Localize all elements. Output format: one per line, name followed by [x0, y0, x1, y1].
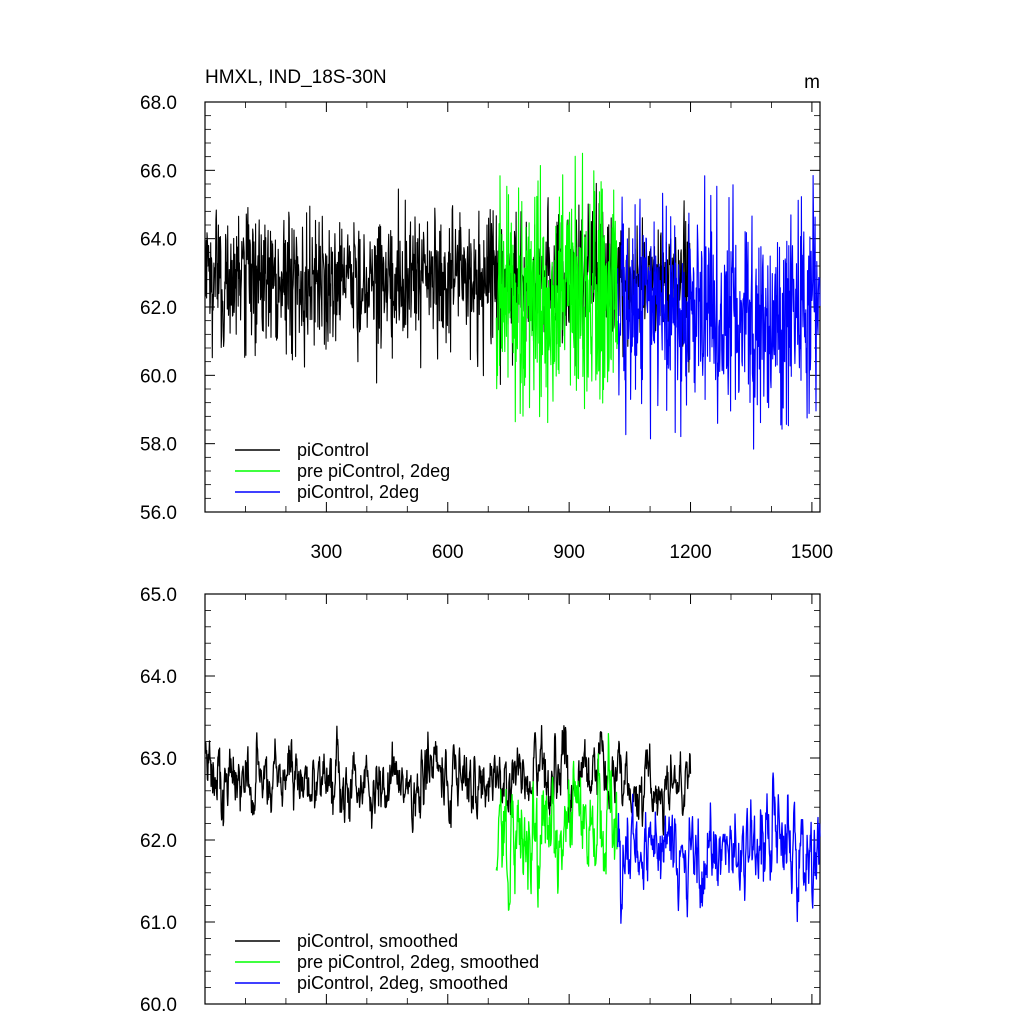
series-line-picontrol-smoothed	[204, 725, 692, 836]
y-tick-label: 65.0	[140, 585, 177, 606]
y-tick-label: 60.0	[140, 366, 177, 387]
y-tick-label: 56.0	[140, 503, 177, 524]
top-axes: 56.0 58.0 60.0 62.0 64.0 66.0 68.0 300 600 900 120…	[140, 93, 833, 563]
top-chart-units: m	[804, 72, 820, 93]
bottom-axes: 60.0 61.0 62.0 63.0 64.0 65.0	[140, 585, 820, 1016]
y-tick-label: 64.0	[140, 230, 177, 251]
bottom-plot-frame	[204, 593, 821, 1005]
legend-label: piControl, 2deg, smoothed	[297, 973, 508, 993]
x-tick-label: 600	[432, 542, 464, 563]
y-tick-label: 61.0	[140, 913, 177, 934]
bottom-series-group	[204, 725, 821, 924]
legend-label: pre piControl, 2deg, smoothed	[297, 952, 539, 972]
y-tick-label: 68.0	[140, 93, 177, 114]
series-line-pre-picontrol-2deg	[495, 152, 619, 424]
y-tick-label: 60.0	[140, 995, 177, 1016]
x-tick-label: 1200	[669, 542, 711, 563]
bottom-panel: 60.0 61.0 62.0 63.0 64.0 65.0 piControl, smoo…	[140, 585, 821, 1016]
top-chart-title: HMXL, IND_18S-30N	[205, 67, 387, 88]
legend-label: piControl	[297, 440, 369, 460]
x-tick-label: 1500	[791, 542, 833, 563]
legend-label: pre piControl, 2deg	[297, 461, 450, 481]
top-series-group	[204, 152, 821, 450]
y-tick-label: 62.0	[140, 831, 177, 852]
y-tick-label: 58.0	[140, 435, 177, 456]
y-tick-label: 66.0	[140, 161, 177, 182]
series-line-picontrol-2deg	[617, 174, 821, 450]
legend-label: piControl, smoothed	[297, 931, 458, 951]
y-tick-label: 62.0	[140, 298, 177, 319]
y-tick-label: 64.0	[140, 667, 177, 688]
y-tick-label: 63.0	[140, 749, 177, 770]
top-panel: HMXL, IND_18S-30N m 56.0 58.0 60.0 62.0 64.0…	[140, 67, 833, 563]
legend-label: piControl, 2deg	[297, 482, 419, 502]
x-tick-label: 900	[553, 542, 585, 563]
series-line-picontrol-2deg-smoothed	[617, 772, 821, 924]
series-line-pre-picontrol-2deg-smoothed	[495, 732, 619, 911]
x-tick-label: 300	[311, 542, 343, 563]
